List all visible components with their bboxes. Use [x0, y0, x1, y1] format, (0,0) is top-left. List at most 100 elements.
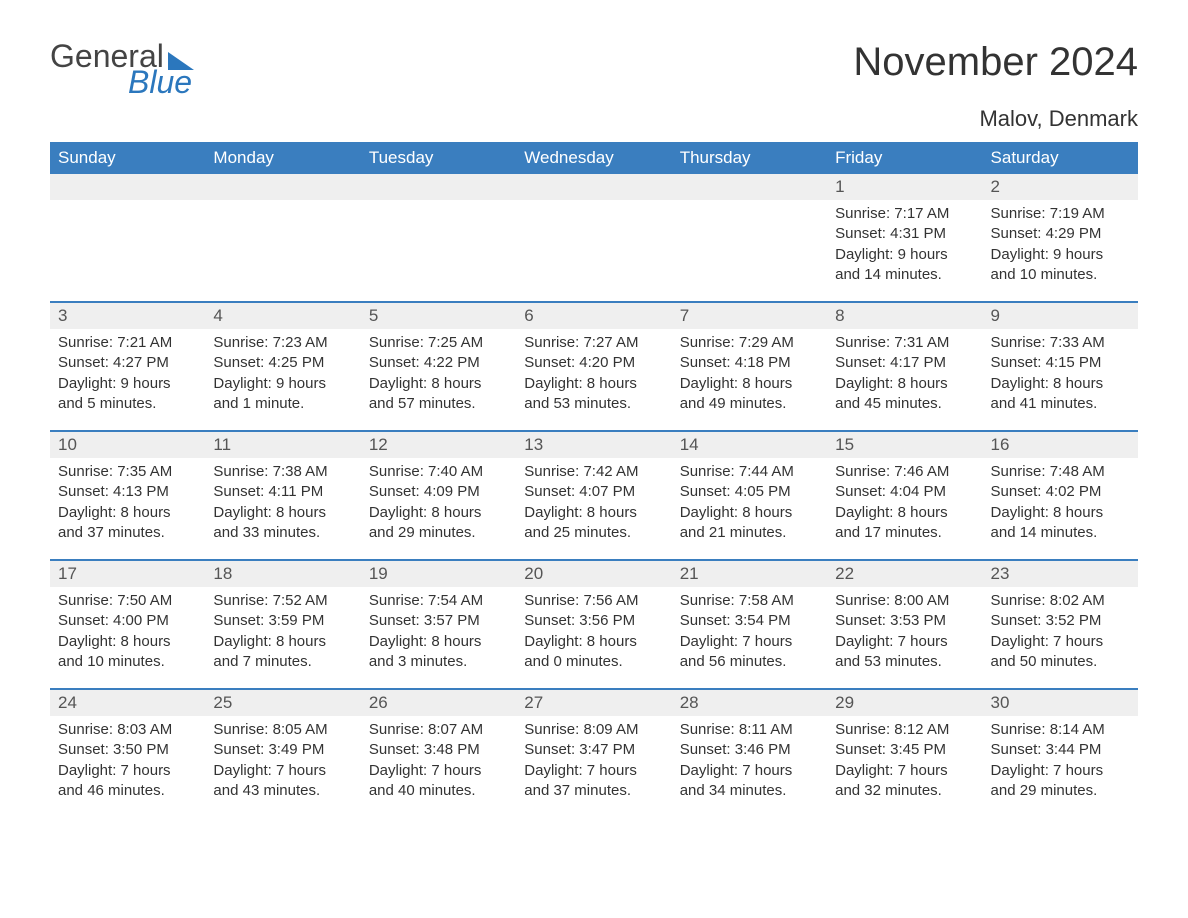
day-daylight2: and 41 minutes.	[991, 394, 1130, 414]
day-details: Sunrise: 8:02 AMSunset: 3:52 PMDaylight:…	[983, 587, 1138, 680]
day-sunrise: Sunrise: 7:33 AM	[991, 333, 1130, 353]
day-daylight2: and 29 minutes.	[369, 523, 508, 543]
day-sunset: Sunset: 4:31 PM	[835, 224, 974, 244]
day-header: Monday	[205, 142, 360, 174]
day-sunset: Sunset: 3:47 PM	[524, 740, 663, 760]
day-sunset: Sunset: 4:15 PM	[991, 353, 1130, 373]
day-details: Sunrise: 7:50 AMSunset: 4:00 PMDaylight:…	[50, 587, 205, 680]
day-daylight1: Daylight: 7 hours	[680, 632, 819, 652]
day-daylight2: and 10 minutes.	[58, 652, 197, 672]
calendar-cell: 4Sunrise: 7:23 AMSunset: 4:25 PMDaylight…	[205, 303, 360, 431]
day-daylight2: and 56 minutes.	[680, 652, 819, 672]
day-sunset: Sunset: 4:20 PM	[524, 353, 663, 373]
day-details: Sunrise: 7:33 AMSunset: 4:15 PMDaylight:…	[983, 329, 1138, 422]
calendar-cell: 29Sunrise: 8:12 AMSunset: 3:45 PMDayligh…	[827, 690, 982, 818]
day-sunset: Sunset: 4:29 PM	[991, 224, 1130, 244]
calendar-cell: 16Sunrise: 7:48 AMSunset: 4:02 PMDayligh…	[983, 432, 1138, 560]
day-details: Sunrise: 7:56 AMSunset: 3:56 PMDaylight:…	[516, 587, 671, 680]
day-sunrise: Sunrise: 8:03 AM	[58, 720, 197, 740]
day-number: 12	[361, 432, 516, 458]
day-sunset: Sunset: 3:45 PM	[835, 740, 974, 760]
calendar-cell: 9Sunrise: 7:33 AMSunset: 4:15 PMDaylight…	[983, 303, 1138, 431]
day-sunset: Sunset: 3:57 PM	[369, 611, 508, 631]
day-number: 30	[983, 690, 1138, 716]
day-daylight1: Daylight: 8 hours	[991, 503, 1130, 523]
day-daylight1: Daylight: 9 hours	[58, 374, 197, 394]
day-number: 22	[827, 561, 982, 587]
day-number: 28	[672, 690, 827, 716]
day-sunset: Sunset: 3:53 PM	[835, 611, 974, 631]
calendar-cell: 6Sunrise: 7:27 AMSunset: 4:20 PMDaylight…	[516, 303, 671, 431]
day-sunset: Sunset: 4:00 PM	[58, 611, 197, 631]
day-number: 3	[50, 303, 205, 329]
day-sunrise: Sunrise: 8:00 AM	[835, 591, 974, 611]
calendar-cell: 7Sunrise: 7:29 AMSunset: 4:18 PMDaylight…	[672, 303, 827, 431]
day-sunrise: Sunrise: 7:21 AM	[58, 333, 197, 353]
day-sunset: Sunset: 4:18 PM	[680, 353, 819, 373]
calendar-cell: 13Sunrise: 7:42 AMSunset: 4:07 PMDayligh…	[516, 432, 671, 560]
page-title: November 2024	[853, 40, 1138, 85]
day-daylight2: and 53 minutes.	[835, 652, 974, 672]
day-details: Sunrise: 7:27 AMSunset: 4:20 PMDaylight:…	[516, 329, 671, 422]
day-daylight2: and 53 minutes.	[524, 394, 663, 414]
day-header: Tuesday	[361, 142, 516, 174]
calendar-cell: 20Sunrise: 7:56 AMSunset: 3:56 PMDayligh…	[516, 561, 671, 689]
calendar-cell: 14Sunrise: 7:44 AMSunset: 4:05 PMDayligh…	[672, 432, 827, 560]
day-sunrise: Sunrise: 8:12 AM	[835, 720, 974, 740]
day-daylight2: and 43 minutes.	[213, 781, 352, 801]
day-daylight2: and 34 minutes.	[680, 781, 819, 801]
day-details: Sunrise: 8:07 AMSunset: 3:48 PMDaylight:…	[361, 716, 516, 809]
day-details: Sunrise: 7:19 AMSunset: 4:29 PMDaylight:…	[983, 200, 1138, 293]
day-details: Sunrise: 7:25 AMSunset: 4:22 PMDaylight:…	[361, 329, 516, 422]
day-sunset: Sunset: 4:17 PM	[835, 353, 974, 373]
day-daylight1: Daylight: 8 hours	[58, 503, 197, 523]
day-header: Thursday	[672, 142, 827, 174]
day-header: Wednesday	[516, 142, 671, 174]
day-number: 11	[205, 432, 360, 458]
calendar-cell: 2Sunrise: 7:19 AMSunset: 4:29 PMDaylight…	[983, 174, 1138, 302]
calendar-cell: 15Sunrise: 7:46 AMSunset: 4:04 PMDayligh…	[827, 432, 982, 560]
day-sunset: Sunset: 3:56 PM	[524, 611, 663, 631]
day-sunset: Sunset: 4:05 PM	[680, 482, 819, 502]
day-sunset: Sunset: 3:46 PM	[680, 740, 819, 760]
day-details: Sunrise: 8:12 AMSunset: 3:45 PMDaylight:…	[827, 716, 982, 809]
day-sunset: Sunset: 4:02 PM	[991, 482, 1130, 502]
calendar-cell: 25Sunrise: 8:05 AMSunset: 3:49 PMDayligh…	[205, 690, 360, 818]
brand-word2: Blue	[128, 66, 192, 98]
calendar-cell: 11Sunrise: 7:38 AMSunset: 4:11 PMDayligh…	[205, 432, 360, 560]
calendar-cell	[205, 174, 360, 302]
day-sunrise: Sunrise: 7:23 AM	[213, 333, 352, 353]
day-daylight1: Daylight: 8 hours	[835, 374, 974, 394]
day-sunrise: Sunrise: 7:17 AM	[835, 204, 974, 224]
calendar-cell	[50, 174, 205, 302]
day-daylight2: and 45 minutes.	[835, 394, 974, 414]
day-sunrise: Sunrise: 7:54 AM	[369, 591, 508, 611]
day-sunset: Sunset: 3:48 PM	[369, 740, 508, 760]
day-sunrise: Sunrise: 7:52 AM	[213, 591, 352, 611]
day-details: Sunrise: 7:44 AMSunset: 4:05 PMDaylight:…	[672, 458, 827, 551]
day-daylight1: Daylight: 8 hours	[524, 503, 663, 523]
day-number: 27	[516, 690, 671, 716]
day-details: Sunrise: 7:48 AMSunset: 4:02 PMDaylight:…	[983, 458, 1138, 551]
calendar-cell: 3Sunrise: 7:21 AMSunset: 4:27 PMDaylight…	[50, 303, 205, 431]
day-sunrise: Sunrise: 8:14 AM	[991, 720, 1130, 740]
day-details: Sunrise: 7:54 AMSunset: 3:57 PMDaylight:…	[361, 587, 516, 680]
day-daylight1: Daylight: 8 hours	[369, 632, 508, 652]
day-details: Sunrise: 8:14 AMSunset: 3:44 PMDaylight:…	[983, 716, 1138, 809]
calendar-cell: 23Sunrise: 8:02 AMSunset: 3:52 PMDayligh…	[983, 561, 1138, 689]
empty-day	[205, 174, 360, 200]
day-header: Sunday	[50, 142, 205, 174]
day-header: Saturday	[983, 142, 1138, 174]
day-details: Sunrise: 7:40 AMSunset: 4:09 PMDaylight:…	[361, 458, 516, 551]
day-sunrise: Sunrise: 8:02 AM	[991, 591, 1130, 611]
day-daylight2: and 32 minutes.	[835, 781, 974, 801]
location-label: Malov, Denmark	[50, 106, 1138, 132]
day-sunrise: Sunrise: 8:09 AM	[524, 720, 663, 740]
day-daylight2: and 29 minutes.	[991, 781, 1130, 801]
day-sunrise: Sunrise: 7:48 AM	[991, 462, 1130, 482]
day-sunrise: Sunrise: 7:25 AM	[369, 333, 508, 353]
day-daylight1: Daylight: 7 hours	[58, 761, 197, 781]
calendar-cell	[361, 174, 516, 302]
day-details: Sunrise: 7:58 AMSunset: 3:54 PMDaylight:…	[672, 587, 827, 680]
day-number: 29	[827, 690, 982, 716]
